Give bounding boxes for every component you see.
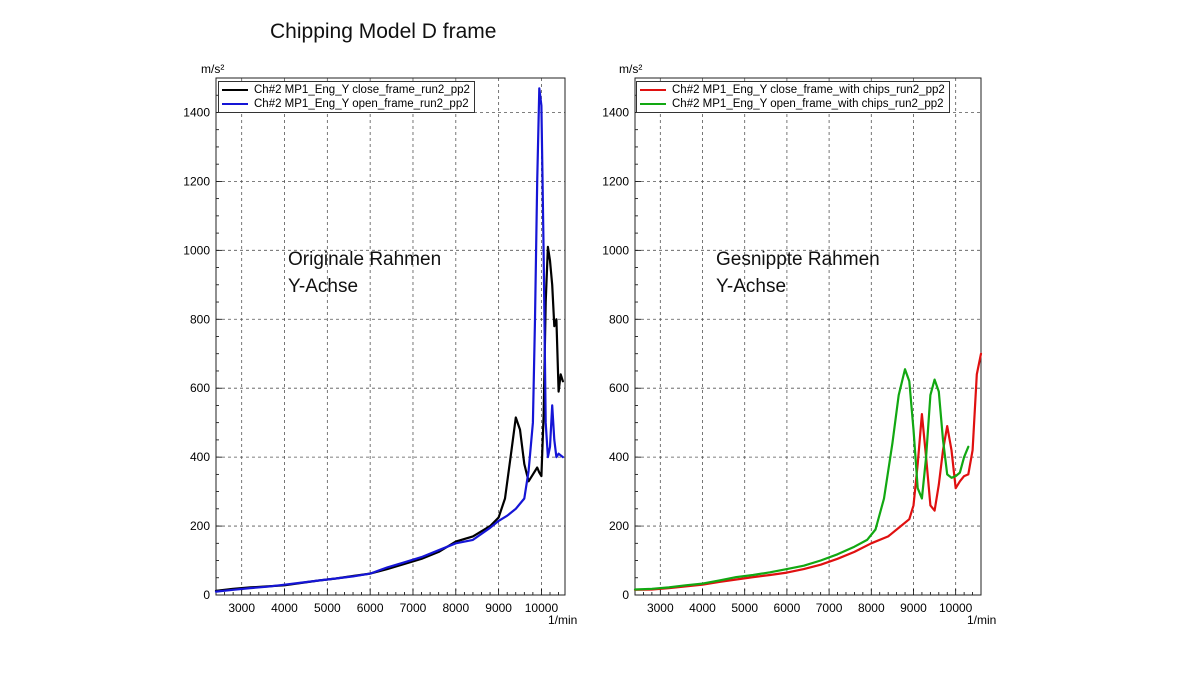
legend-entry: Ch#2 MP1_Eng_Y close_frame_with chips_ru… — [640, 83, 945, 97]
plot-area — [216, 78, 565, 595]
x-tick-label: 10000 — [939, 601, 973, 615]
annotation-line: Originale Rahmen — [288, 249, 442, 270]
y-tick-label: 1200 — [183, 174, 210, 188]
chart-left-ylabel: m/s² — [201, 62, 225, 76]
y-tick-label: 1200 — [602, 174, 629, 188]
y-tick-label: 0 — [622, 588, 629, 602]
legend-swatch — [222, 89, 248, 91]
chart-left-xlabel: 1/min — [548, 613, 578, 627]
y-tick-label: 1400 — [183, 105, 210, 119]
chart-right-xlabel: 1/min — [967, 613, 997, 627]
y-tick-label: 800 — [609, 312, 629, 326]
y-tick-label: 200 — [190, 519, 210, 533]
x-tick-label: 3000 — [647, 601, 674, 615]
chart-left-annotation: Originale Rahmen Y-Achse — [288, 246, 441, 300]
slide-title: Chipping Model D frame — [270, 20, 497, 43]
x-tick-label: 5000 — [314, 601, 341, 615]
plot-area — [635, 78, 981, 595]
series-line-2 — [214, 87, 565, 593]
y-tick-label: 600 — [609, 381, 629, 395]
legend-swatch — [222, 103, 248, 105]
x-tick-label: 8000 — [442, 601, 469, 615]
chart-left: 3000 4000 5000 6000 7000 8000 9000 10000 0 200 400… — [183, 77, 566, 615]
annotation-line: Gesnippte Rahmen — [716, 249, 880, 270]
x-tick-label: 9000 — [485, 601, 512, 615]
chart-right-ylabel: m/s² — [619, 62, 643, 76]
y-tick-label: 0 — [203, 588, 210, 602]
legend-entry: Ch#2 MP1_Eng_Y open_frame_with chips_run… — [640, 97, 945, 111]
legend-label: Ch#2 MP1_Eng_Y open_frame_run2_pp2 — [254, 98, 469, 110]
y-tick-label: 400 — [609, 450, 629, 464]
annotation-line: Y-Achse — [288, 276, 359, 297]
annotation-line: Y-Achse — [716, 276, 787, 297]
legend-swatch — [640, 89, 666, 91]
legend-label: Ch#2 MP1_Eng_Y open_frame_with chips_run… — [672, 98, 944, 110]
plot-border — [634, 77, 982, 596]
legend-entry: Ch#2 MP1_Eng_Y close_frame_run2_pp2 — [222, 83, 470, 97]
y-tick-label: 800 — [190, 312, 210, 326]
x-tick-label: 3000 — [228, 601, 255, 615]
x-tick-label: 6000 — [357, 601, 384, 615]
x-tick-label: 6000 — [774, 601, 801, 615]
y-tick-label: 200 — [609, 519, 629, 533]
x-tick-label: 7000 — [816, 601, 843, 615]
y-tick-label: 600 — [190, 381, 210, 395]
legend-label: Ch#2 MP1_Eng_Y close_frame_run2_pp2 — [254, 84, 470, 96]
series-line-2 — [633, 368, 970, 591]
x-tick-label: 10000 — [525, 601, 559, 615]
x-tick-label: 9000 — [900, 601, 927, 615]
chart-right-legend: Ch#2 MP1_Eng_Y close_frame_with chips_ru… — [636, 81, 950, 113]
legend-swatch — [640, 103, 666, 105]
x-tick-label: 4000 — [271, 601, 298, 615]
x-tick-label: 7000 — [400, 601, 427, 615]
legend-label: Ch#2 MP1_Eng_Y close_frame_with chips_ru… — [672, 84, 945, 96]
y-tick-label: 1400 — [602, 105, 629, 119]
y-tick-label: 400 — [190, 450, 210, 464]
legend-entry: Ch#2 MP1_Eng_Y open_frame_run2_pp2 — [222, 97, 470, 111]
plot-border — [215, 77, 566, 596]
chart-right: 3000 4000 5000 6000 7000 8000 9000 10000 0 200 400… — [602, 77, 983, 615]
series-line-1 — [633, 352, 983, 591]
x-tick-label: 4000 — [689, 601, 716, 615]
chart-left-legend: Ch#2 MP1_Eng_Y close_frame_run2_pp2 Ch#2… — [218, 81, 475, 113]
x-tick-label: 5000 — [731, 601, 758, 615]
y-tick-label: 1000 — [183, 243, 210, 257]
y-tick-label: 1000 — [602, 243, 629, 257]
x-tick-label: 8000 — [858, 601, 885, 615]
chart-right-annotation: Gesnippte Rahmen Y-Achse — [716, 246, 880, 300]
